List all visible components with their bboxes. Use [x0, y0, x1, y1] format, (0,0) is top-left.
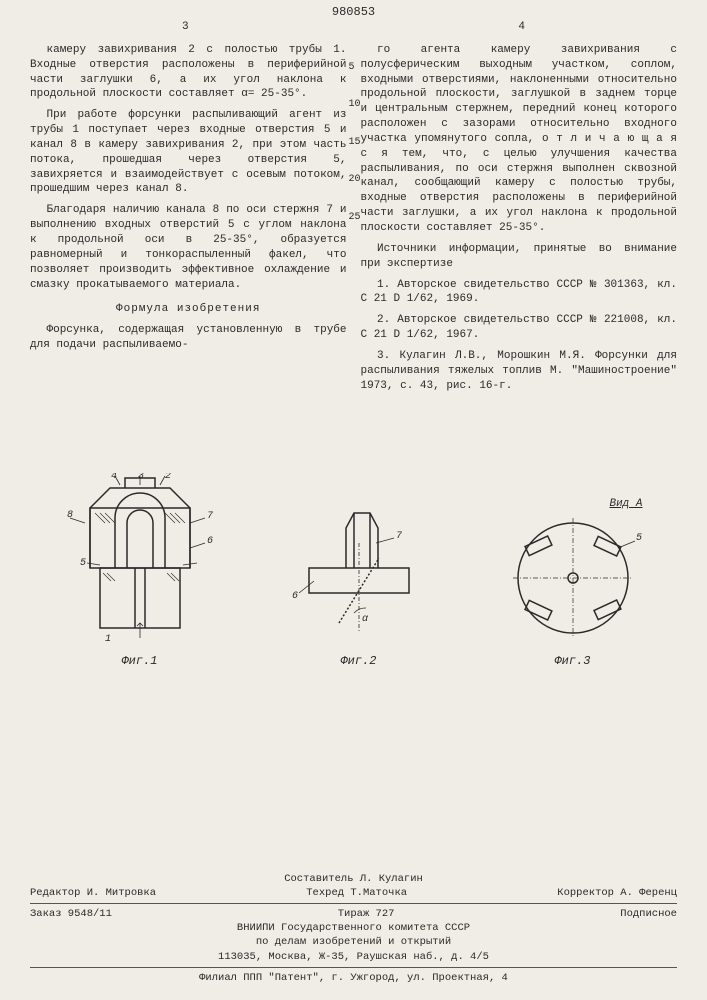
- fig2-label: Фиг.2: [284, 653, 434, 669]
- footer: Составитель Л. Кулагин Редактор И. Митро…: [30, 872, 677, 985]
- figures-row: 8 4 3 2 7 6 5 1 Фиг.1: [30, 429, 677, 669]
- footer-tech: Техред Т.Маточка: [306, 886, 407, 900]
- fig3-label: Фиг.3: [503, 653, 643, 669]
- ln: 10: [349, 98, 361, 112]
- footer-comp: Составитель Л. Кулагин: [30, 872, 677, 886]
- callout: 4: [111, 473, 117, 482]
- formula-title: Формула изобретения: [30, 302, 347, 317]
- page-num-right: 4: [366, 20, 677, 35]
- callout: 8: [67, 510, 73, 521]
- fig1-label: Фиг.1: [65, 653, 215, 669]
- ln: 25: [349, 211, 361, 225]
- callout: 6: [207, 536, 213, 547]
- source: 1. Авторское свидетельство СССР № 301363…: [361, 278, 678, 308]
- footer-org2: по делам изобретений и открытий: [30, 935, 677, 949]
- callout: 5: [636, 533, 642, 544]
- header: 3 4: [30, 20, 677, 35]
- line-numbers: 5 10 15 20 25: [349, 43, 361, 400]
- source: 2. Авторское свидетельство СССР № 221008…: [361, 313, 678, 343]
- para: камеру завихривания 2 с полостью трубы 1…: [30, 43, 347, 102]
- footer-order-n: Заказ 9548/11: [30, 907, 112, 921]
- footer-addr1: 113035, Москва, Ж-35, Раушская наб., д. …: [30, 950, 677, 964]
- ln: 5: [349, 61, 361, 75]
- callout: 7: [207, 511, 213, 522]
- footer-corr: Корректор А. Ференц: [557, 886, 677, 900]
- para: Благодаря наличию канала 8 по оси стержн…: [30, 203, 347, 292]
- doc-number: 980853: [332, 4, 375, 20]
- right-column: 5 10 15 20 25 го агента камеру завихрива…: [361, 43, 678, 400]
- fig1-svg: 8 4 3 2 7 6 5 1: [65, 473, 215, 643]
- callout: 7: [396, 531, 402, 542]
- fig3-view: Вид А: [503, 497, 643, 512]
- callout: α: [362, 614, 369, 625]
- page: 980853 3 4 камеру завихривания 2 с полос…: [0, 0, 707, 1000]
- fig2-svg: 6 7 α: [284, 503, 434, 643]
- callout: 1: [105, 634, 111, 643]
- source: 3. Кулагин Л.В., Морошкин М.Я. Форсунки …: [361, 349, 678, 394]
- callout: 2: [165, 473, 171, 482]
- footer-editor: Редактор И. Митровка: [30, 886, 156, 900]
- sources-title: Источники информации, принятые во вниман…: [361, 242, 678, 272]
- ln: 20: [349, 173, 361, 187]
- callout: 6: [292, 591, 298, 602]
- figure-2: 6 7 α Фиг.2: [284, 503, 434, 669]
- figure-3: Вид А 5: [503, 497, 643, 670]
- footer-order: Заказ 9548/11 Тираж 727 Подписное: [30, 907, 677, 921]
- para: При работе форсунки распыливающий агент …: [30, 108, 347, 197]
- para: Форсунка, содержащая установленную в тру…: [30, 323, 347, 353]
- fig3-svg: 5: [503, 513, 643, 643]
- callout: 5: [80, 558, 86, 569]
- callout: 3: [138, 473, 144, 482]
- text-columns: камеру завихривания 2 с полостью трубы 1…: [30, 43, 677, 400]
- footer-tirazh: Тираж 727: [338, 907, 395, 921]
- page-num-left: 3: [30, 20, 341, 35]
- left-column: камеру завихривания 2 с полостью трубы 1…: [30, 43, 347, 400]
- footer-credits: Редактор И. Митровка Техред Т.Маточка Ко…: [30, 886, 677, 900]
- footer-sub: Подписное: [620, 907, 677, 921]
- para: го агента камеру завихривания с полусфер…: [361, 43, 678, 236]
- figure-1: 8 4 3 2 7 6 5 1 Фиг.1: [65, 473, 215, 669]
- ln: 15: [349, 136, 361, 150]
- footer-addr2: Филиал ППП "Патент", г. Ужгород, ул. Про…: [30, 971, 677, 985]
- footer-org1: ВНИИПИ Государственного комитета СССР: [30, 921, 677, 935]
